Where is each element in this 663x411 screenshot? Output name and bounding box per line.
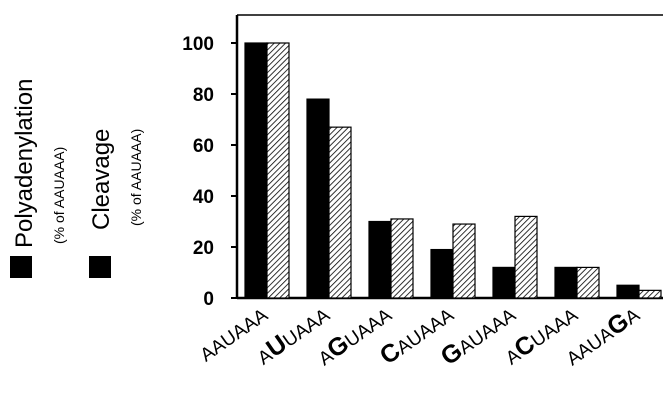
legend-swatch: [89, 256, 111, 278]
legend-swatch: [10, 256, 32, 278]
polyadenylation-bar: [616, 284, 640, 299]
polyadenylation-bar: [430, 248, 454, 299]
legend-label: Polyadenylation: [11, 79, 38, 248]
bars: [244, 42, 662, 299]
polyadenylation-bar: [368, 220, 392, 299]
x-axis-category-labels: AAUAAAAUUAAAAGUAAACAUAAAGAUAAAACUAAAAAUA…: [197, 305, 644, 371]
y-axis-ticks: 0 20 40 60 80 100: [182, 34, 237, 310]
y-tick-label: 100: [182, 34, 214, 55]
cleavage-bar: [576, 266, 600, 299]
polyadenylation-bar: [244, 42, 268, 299]
y-tick-label: 80: [193, 85, 214, 106]
polyadenylation-bar: [492, 266, 516, 299]
legend-item: Cleavage (% of AAUAAA): [88, 129, 144, 278]
legend-sublabel: (% of AAUAAA): [128, 129, 144, 226]
y-tick-label: 0: [203, 289, 214, 310]
polyadenylation-bar: [554, 266, 578, 299]
y-tick-label: 40: [193, 187, 214, 208]
cleavage-bar: [638, 289, 662, 299]
legend-item: Polyadenylation (% of AAUAAA): [10, 79, 67, 278]
cleavage-bar: [328, 126, 352, 299]
legend-sublabel: (% of AAUAAA): [51, 147, 67, 244]
cleavage-bar: [452, 223, 476, 299]
legend: Polyadenylation (% of AAUAAA) Cleavage (% o…: [10, 79, 144, 278]
legend-label: Cleavage: [88, 129, 115, 230]
cleavage-bar: [266, 42, 290, 299]
polyadenylation-bar: [306, 98, 330, 299]
y-tick-label: 20: [193, 238, 214, 259]
y-tick-label: 60: [193, 136, 214, 157]
cleavage-bar: [390, 218, 414, 299]
cleavage-bar: [514, 215, 538, 299]
